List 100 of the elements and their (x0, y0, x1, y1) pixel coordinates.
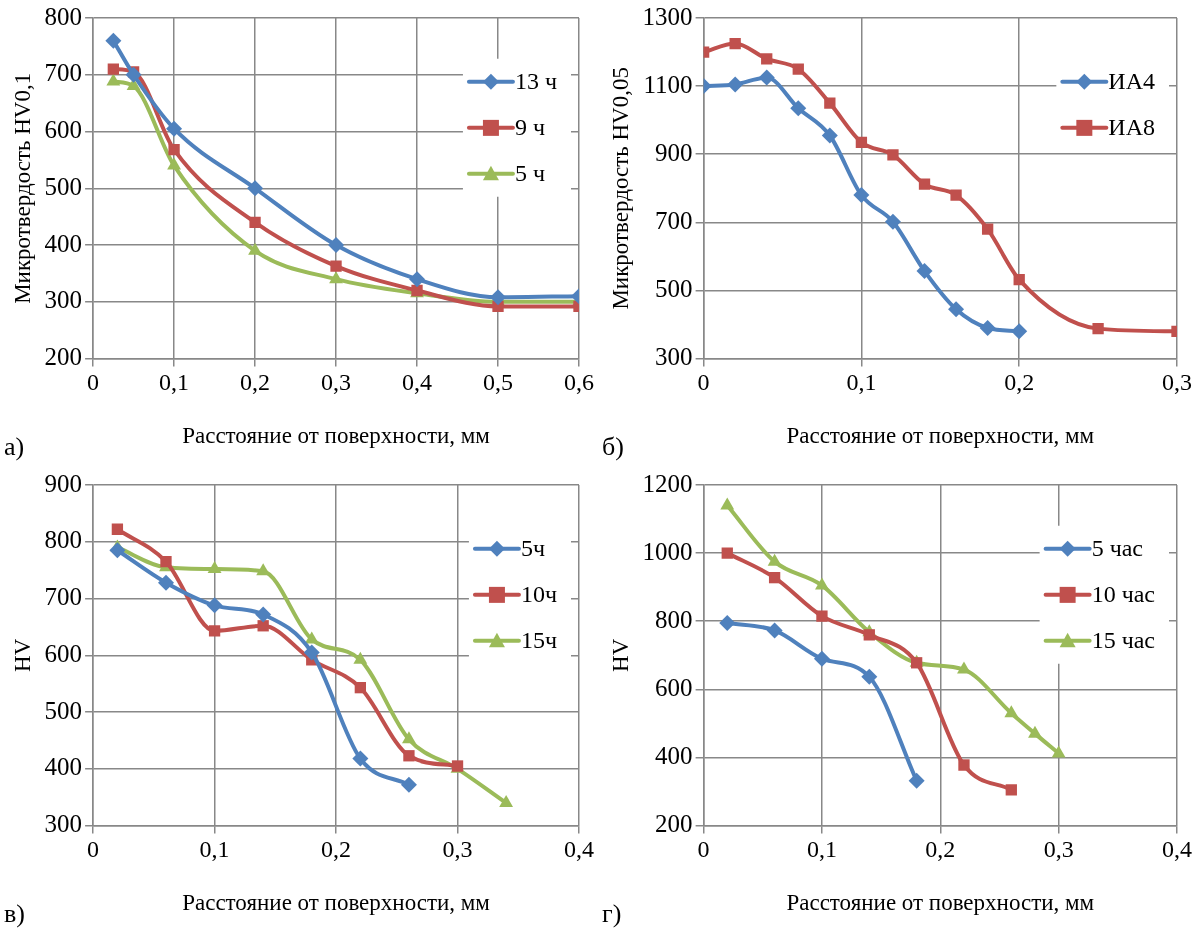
legend-label: ИА8 (1108, 114, 1156, 141)
y-tick-label: 600 (655, 673, 693, 701)
point (257, 620, 269, 632)
point (766, 622, 783, 639)
legend-label: 5 час (1091, 535, 1143, 562)
point (884, 213, 901, 230)
point (403, 750, 415, 762)
y-tick-label: 200 (655, 810, 693, 838)
y-axis-title: Микротвердость HV0,1 (9, 72, 35, 304)
x-tick-label: 0,5 (483, 369, 514, 396)
point (1028, 725, 1042, 738)
point (1013, 273, 1025, 286)
point (168, 144, 180, 156)
x-tick-label: 0,4 (402, 369, 433, 396)
legend-label: 9 ч (514, 114, 546, 141)
x-tick-label: 0,2 (925, 836, 956, 863)
y-tick-label: 700 (655, 206, 693, 234)
point (107, 63, 119, 75)
point (207, 561, 222, 574)
text: б) (602, 431, 624, 461)
point (111, 523, 124, 535)
point (957, 661, 971, 674)
point (354, 682, 366, 694)
point (790, 100, 807, 117)
point (1004, 705, 1019, 718)
y-tick-label: 200 (44, 343, 83, 371)
point (761, 53, 773, 65)
point (981, 223, 994, 235)
x-axis-title: Расстояние от поверхности, мм (182, 423, 491, 449)
y-tick-label: 1100 (643, 70, 693, 98)
x-tick-label: 0,1 (846, 369, 877, 396)
text: а) (4, 431, 25, 461)
point (248, 242, 262, 255)
legend-label: 13 ч (514, 68, 558, 95)
point (125, 66, 142, 83)
x-tick-label: 0,3 (321, 369, 352, 396)
point (1051, 745, 1066, 758)
y-tick-label: 500 (655, 275, 693, 303)
point (792, 63, 804, 75)
point (720, 497, 735, 510)
text: в) (4, 898, 25, 928)
y-tick-label: 1000 (642, 537, 693, 565)
y-tick-label: 700 (44, 59, 83, 87)
point (160, 555, 172, 568)
point (821, 127, 838, 144)
text: г) (602, 898, 622, 928)
y-tick-label: 1200 (642, 469, 693, 497)
point (409, 271, 426, 288)
point (853, 187, 870, 204)
legend-label: 5ч (520, 535, 546, 562)
point (247, 180, 264, 197)
y-tick-label: 800 (44, 2, 83, 30)
x-axis-title: Расстояние от поверхности, мм (182, 890, 491, 916)
y-tick-label: 300 (44, 810, 83, 838)
y-tick-label: 800 (655, 605, 693, 633)
point (249, 216, 261, 229)
x-tick-label: 0,3 (1043, 836, 1074, 863)
x-tick-label: 0,1 (159, 369, 190, 396)
point (328, 237, 345, 254)
point (729, 37, 741, 50)
x-tick-label: 0 (697, 369, 710, 396)
x-tick-label: 0 (697, 836, 710, 863)
x-tick-label: 0 (87, 369, 100, 396)
point (721, 547, 733, 559)
point (255, 606, 272, 623)
point (400, 776, 417, 793)
point (1005, 784, 1017, 796)
point (1011, 323, 1028, 340)
legend-label: 15 час (1091, 627, 1155, 654)
x-tick-label: 0,3 (442, 836, 473, 863)
point (768, 571, 781, 584)
point (352, 750, 369, 767)
y-tick-label: 600 (44, 116, 83, 144)
point (353, 651, 368, 664)
point (813, 650, 830, 667)
x-tick-label: 0,6 (564, 369, 594, 396)
x-tick-label: 0,4 (564, 836, 594, 863)
legend-label: 5 ч (514, 160, 546, 187)
x-tick-label: 0,2 (1004, 369, 1035, 396)
point (208, 625, 221, 637)
y-tick-label: 1300 (642, 2, 693, 30)
y-axis-title: HV (607, 638, 633, 672)
point (157, 574, 174, 591)
y-tick-label: 400 (655, 742, 693, 770)
legend-label: 10 час (1091, 581, 1155, 608)
point (402, 731, 416, 744)
x-axis-title: Расстояние от поверхности, мм (786, 890, 1095, 916)
point (855, 136, 868, 148)
point (815, 577, 829, 590)
point (863, 629, 875, 641)
y-tick-label: 400 (44, 229, 83, 257)
point (166, 120, 183, 137)
point (948, 301, 965, 318)
y-tick-label: 900 (655, 138, 693, 166)
point (719, 614, 736, 631)
legend-label: ИА4 (1108, 68, 1156, 95)
point (727, 76, 744, 93)
y-axis-title: Микротвердость HV0,05 (607, 67, 633, 310)
x-axis-title: Расстояние от поверхности, мм (786, 423, 1095, 449)
point (816, 610, 828, 622)
